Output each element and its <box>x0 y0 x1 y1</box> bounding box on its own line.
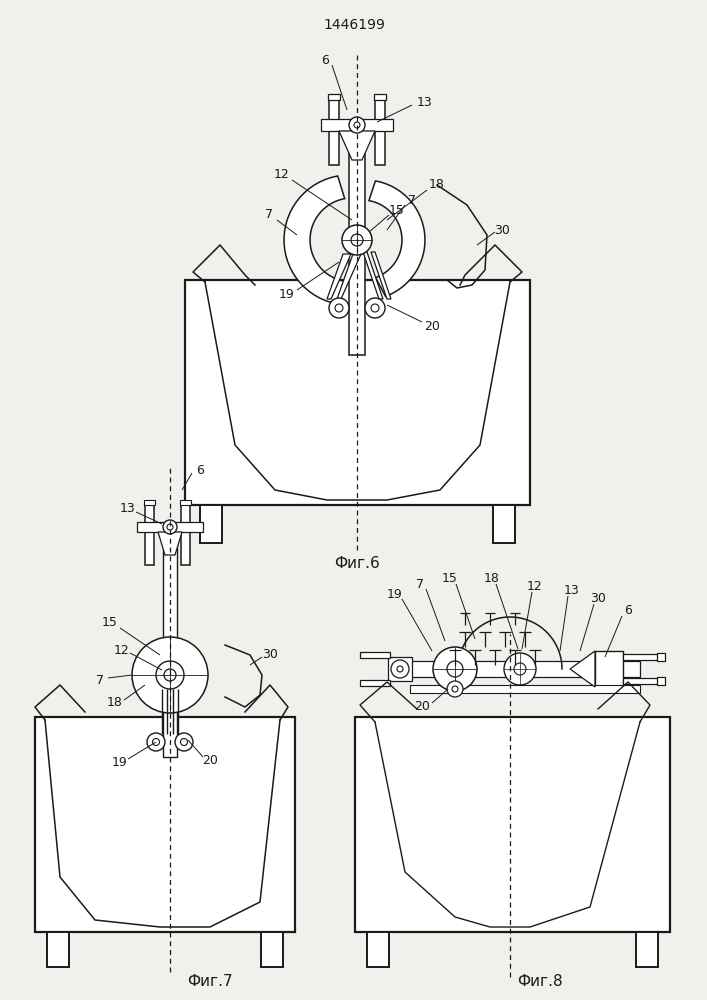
Circle shape <box>504 653 536 685</box>
Circle shape <box>180 738 187 746</box>
Text: 18: 18 <box>107 696 123 710</box>
Bar <box>200 505 222 543</box>
Text: 20: 20 <box>424 320 440 332</box>
Text: 13: 13 <box>564 584 580 597</box>
Bar <box>163 525 177 757</box>
Bar <box>367 932 389 967</box>
Text: 15: 15 <box>442 572 458 585</box>
Text: 15: 15 <box>389 204 405 217</box>
Bar <box>349 135 365 355</box>
Text: 6: 6 <box>196 464 204 477</box>
Circle shape <box>433 647 477 691</box>
Text: Фиг.8: Фиг.8 <box>518 974 563 990</box>
Bar <box>410 661 640 677</box>
Bar <box>329 100 339 165</box>
Polygon shape <box>337 254 361 299</box>
Bar <box>137 522 203 532</box>
Bar <box>636 932 658 967</box>
Text: 20: 20 <box>202 754 218 766</box>
Circle shape <box>365 298 385 318</box>
Bar <box>623 654 661 660</box>
Bar <box>375 100 385 165</box>
Bar <box>185 280 530 505</box>
Circle shape <box>349 117 365 133</box>
Circle shape <box>354 122 360 128</box>
Polygon shape <box>284 176 345 304</box>
Bar <box>595 651 623 687</box>
Text: 30: 30 <box>262 648 278 662</box>
Circle shape <box>335 304 343 312</box>
Bar <box>328 94 340 100</box>
Circle shape <box>153 738 160 746</box>
Polygon shape <box>371 252 391 299</box>
Bar <box>47 932 69 967</box>
Circle shape <box>164 669 176 681</box>
Bar <box>623 678 661 684</box>
Bar <box>181 505 190 565</box>
Circle shape <box>397 666 403 672</box>
Circle shape <box>447 681 463 697</box>
Circle shape <box>391 660 409 678</box>
Text: 6: 6 <box>624 604 632 617</box>
Bar <box>360 652 390 658</box>
Text: 12: 12 <box>527 580 543 593</box>
Text: 20: 20 <box>414 700 430 714</box>
Circle shape <box>132 637 208 713</box>
Text: 18: 18 <box>429 178 445 192</box>
Bar <box>261 932 283 967</box>
Bar <box>493 505 515 543</box>
Bar <box>388 657 412 681</box>
Circle shape <box>156 661 184 689</box>
Polygon shape <box>339 131 375 160</box>
Bar <box>35 717 295 932</box>
Text: 19: 19 <box>112 756 128 768</box>
Circle shape <box>351 234 363 246</box>
Bar <box>321 119 393 131</box>
Bar <box>374 94 386 100</box>
Bar <box>657 677 665 685</box>
Text: 30: 30 <box>494 224 510 236</box>
Text: 7: 7 <box>408 194 416 207</box>
Circle shape <box>514 663 526 675</box>
Circle shape <box>342 225 372 255</box>
Bar <box>355 717 670 932</box>
Circle shape <box>167 524 173 530</box>
Polygon shape <box>363 252 383 299</box>
Circle shape <box>452 686 458 692</box>
Polygon shape <box>570 651 595 687</box>
Text: 7: 7 <box>416 578 424 590</box>
Circle shape <box>163 520 177 534</box>
Polygon shape <box>369 181 425 296</box>
Text: 7: 7 <box>265 209 273 222</box>
Bar <box>180 500 191 505</box>
Text: 15: 15 <box>102 616 118 630</box>
Text: Фиг.6: Фиг.6 <box>334 556 380 570</box>
Text: 30: 30 <box>590 592 606 605</box>
Text: 18: 18 <box>484 572 500 585</box>
Bar <box>360 680 390 686</box>
Text: 12: 12 <box>114 644 130 656</box>
Text: 6: 6 <box>321 53 329 66</box>
Polygon shape <box>158 532 182 555</box>
Circle shape <box>447 661 463 677</box>
Text: 1446199: 1446199 <box>323 18 385 32</box>
Polygon shape <box>327 254 351 299</box>
Bar <box>410 685 640 693</box>
Text: 19: 19 <box>279 288 295 302</box>
Circle shape <box>175 733 193 751</box>
Text: Фиг.7: Фиг.7 <box>187 974 233 990</box>
Text: 7: 7 <box>96 674 104 686</box>
Bar <box>657 653 665 661</box>
Text: 19: 19 <box>387 587 403 600</box>
Bar <box>145 505 154 565</box>
Text: 13: 13 <box>417 97 433 109</box>
Text: 12: 12 <box>274 168 290 182</box>
Circle shape <box>329 298 349 318</box>
Circle shape <box>371 304 379 312</box>
Circle shape <box>147 733 165 751</box>
Text: 13: 13 <box>120 502 136 516</box>
Bar <box>144 500 155 505</box>
